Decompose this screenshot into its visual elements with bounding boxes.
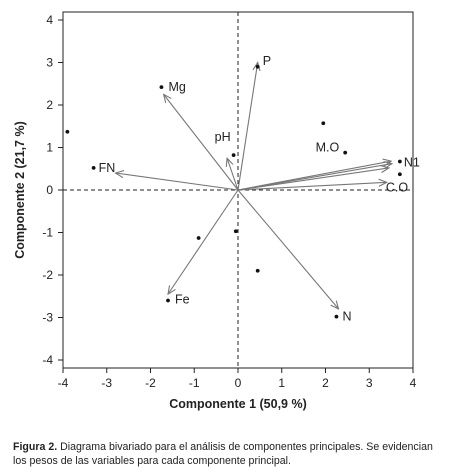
y-tick-label: -3 (42, 311, 53, 325)
y-tick-label: 3 (46, 56, 53, 70)
loading-vectors (116, 63, 393, 310)
x-tick-label: 1 (278, 376, 285, 390)
label-n: N (342, 310, 351, 324)
point-10 (233, 229, 238, 234)
point-m-o (343, 150, 348, 155)
y-tick-label: -2 (42, 268, 53, 282)
label-p: P (263, 54, 271, 68)
point-9 (196, 236, 201, 240)
y-tick-label: 1 (46, 141, 53, 155)
x-axis-title: Componente 1 (50,9 %) (169, 397, 307, 411)
label-fe: Fe (175, 293, 190, 307)
score-points (65, 64, 402, 319)
point-ph (231, 153, 236, 158)
label-ph: pH (215, 130, 231, 144)
y-axis-ticks: 4 3 2 1 0 -1 -2 -3 -4 (42, 13, 63, 367)
vector-p (237, 63, 258, 191)
label-fn: FN (99, 161, 116, 175)
point-2 (65, 129, 70, 134)
x-axis-ticks: -4 -3 -2 -1 0 1 2 3 4 (58, 368, 417, 390)
variable-labels: P Mg FN pH M.O N1 C.O Fe N (99, 54, 420, 324)
point-c-o (397, 172, 402, 177)
label-c-o: C.O (386, 180, 409, 194)
point-11 (255, 268, 260, 273)
point-fn (91, 166, 96, 170)
y-tick-label: 0 (46, 183, 53, 197)
x-tick-label: -1 (189, 376, 200, 390)
point-p (255, 64, 260, 69)
label-n1: N1 (404, 156, 420, 170)
y-axis-title: Componente 2 (21,7 %) (13, 121, 27, 259)
vector-fe (168, 189, 239, 294)
vector-n (237, 189, 339, 309)
figure-caption: Figura 2. Diagrama bivariado para el aná… (13, 440, 443, 468)
point-n1 (397, 159, 402, 164)
vector-n1 (237, 164, 392, 191)
y-tick-label: 4 (46, 13, 53, 27)
point-fe (166, 298, 170, 303)
biplot-chart: -4 -3 -2 -1 0 1 2 3 4 4 3 2 1 0 -1 -2 -3 -4 P Mg FN pH M.O N1… (13, 11, 420, 411)
x-tick-label: 2 (322, 376, 329, 390)
x-tick-label: 3 (366, 376, 373, 390)
vector-ph (227, 158, 239, 191)
x-tick-label: 4 (410, 376, 417, 390)
y-tick-label: -4 (42, 353, 53, 367)
label-m-o: M.O (316, 141, 340, 155)
vector-m-o (237, 168, 389, 191)
point-n (334, 314, 339, 319)
caption-text: Diagrama bivariado para el análisis de c… (13, 441, 433, 467)
y-tick-label: 2 (46, 98, 53, 112)
y-tick-label: -1 (42, 226, 53, 240)
caption-label: Figura 2. (13, 441, 58, 453)
label-mg: Mg (168, 80, 185, 94)
point-mg (159, 85, 164, 90)
vector-mg (164, 94, 239, 191)
x-tick-label: -2 (145, 376, 156, 390)
point-3 (321, 121, 326, 126)
vector-fn (116, 173, 239, 191)
vector-c-o (237, 182, 387, 191)
x-tick-label: -4 (58, 376, 69, 390)
x-tick-label: 0 (235, 376, 242, 390)
x-tick-label: -3 (101, 376, 112, 390)
